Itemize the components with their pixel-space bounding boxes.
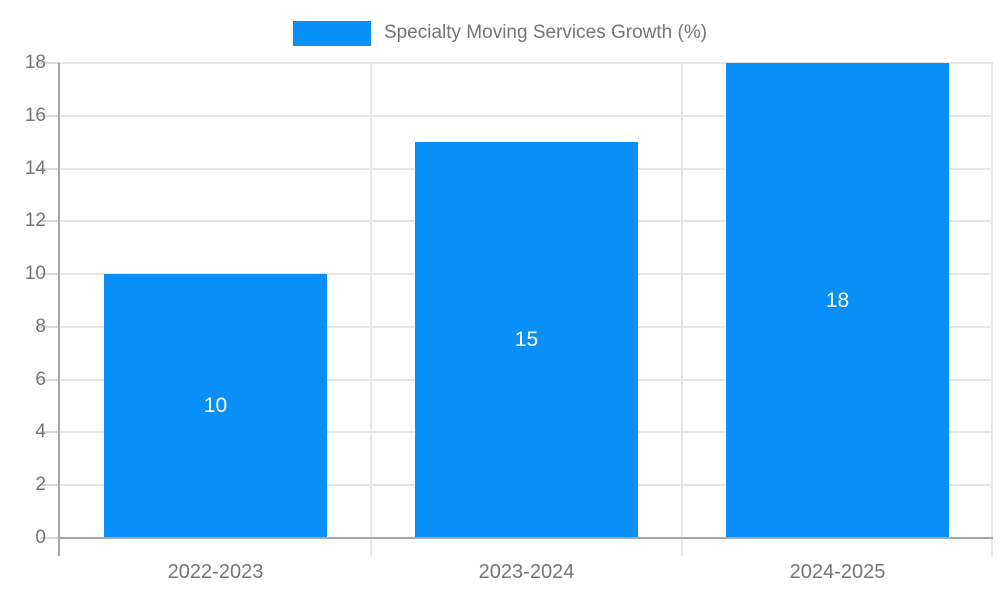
category-separator-line: [370, 63, 372, 556]
y-axis-tick: [40, 167, 60, 170]
gridline: [60, 62, 993, 64]
x-axis-category-label: 2023-2024: [478, 561, 575, 583]
y-axis-tick: [40, 220, 60, 223]
y-axis-tick-label: 16: [24, 104, 46, 126]
y-axis-tick: [40, 484, 60, 487]
y-axis-tick-label: 6: [35, 368, 46, 390]
y-axis-tick-label: 18: [24, 52, 46, 73]
category-separator-line: [681, 63, 683, 556]
y-axis-line: [58, 63, 60, 556]
bar: 18: [725, 63, 950, 538]
y-axis-tick: [40, 62, 60, 64]
y-axis-tick: [40, 378, 60, 381]
bar-value-label: 18: [825, 288, 850, 312]
y-axis-tick-label: 0: [35, 527, 46, 548]
x-axis-category-label: 2022-2023: [167, 561, 264, 583]
y-axis-tick: [40, 325, 60, 328]
y-axis-tick-label: 12: [24, 210, 46, 232]
y-axis-tick-label: 2: [35, 474, 46, 496]
y-axis-tick-label: 4: [35, 421, 46, 443]
y-axis-tick: [40, 537, 60, 539]
y-axis-tick: [40, 431, 60, 434]
y-axis-tick-label: 14: [24, 157, 46, 179]
plot-area: 10 15 18: [40, 62, 993, 556]
legend: Specialty Moving Services Growth (%): [0, 19, 1000, 47]
x-axis-line: [58, 537, 993, 539]
bar-value-label: 10: [203, 394, 228, 418]
y-axis-tick-label: 8: [35, 315, 46, 337]
legend-swatch: [292, 20, 371, 46]
plot-right-border: [991, 63, 993, 556]
bar: 10: [103, 274, 328, 538]
y-axis-tick-label: 10: [24, 263, 46, 285]
bar: 15: [414, 142, 639, 538]
y-axis-tick: [40, 273, 60, 276]
gridline: [60, 114, 993, 117]
bar-value-label: 15: [514, 328, 539, 352]
y-axis-tick: [40, 114, 60, 117]
x-axis-category-label: 2024-2025: [789, 561, 886, 583]
legend-label: Specialty Moving Services Growth (%): [383, 22, 708, 43]
